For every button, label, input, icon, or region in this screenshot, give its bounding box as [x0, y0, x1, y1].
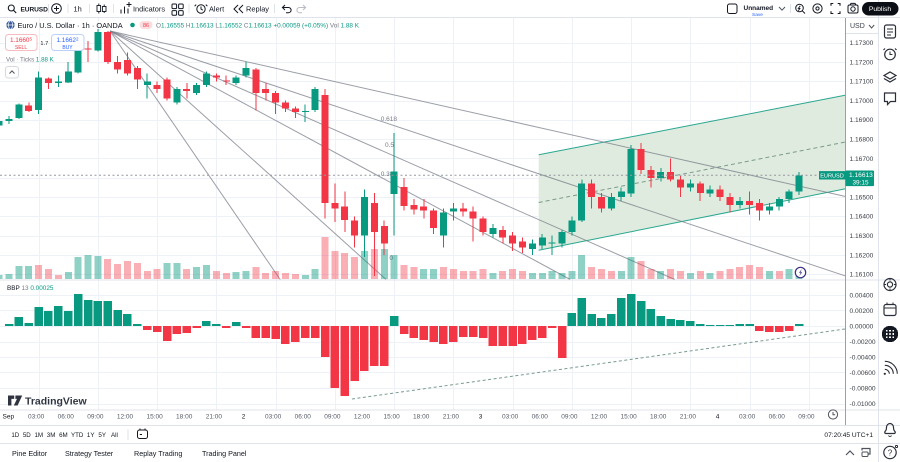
- svg-text:06:00: 06:00: [769, 414, 786, 421]
- svg-text:Publish: Publish: [869, 6, 892, 13]
- svg-text:06:00: 06:00: [58, 414, 75, 421]
- svg-text:1.16400: 1.16400: [850, 214, 874, 221]
- svg-text:0.00200: 0.00200: [850, 308, 874, 315]
- svg-text:1.16300: 1.16300: [850, 233, 874, 240]
- svg-text:1.16605: 1.16605: [10, 37, 33, 45]
- svg-text:1.16100: 1.16100: [850, 272, 874, 279]
- svg-text:1.17200: 1.17200: [850, 59, 874, 66]
- svg-text:18:00: 18:00: [413, 414, 430, 421]
- svg-text:3: 3: [479, 414, 483, 421]
- svg-text:09:00: 09:00: [324, 414, 341, 421]
- svg-text:12:00: 12:00: [117, 414, 134, 421]
- svg-text:-0.00800: -0.00800: [850, 385, 876, 392]
- svg-text:BUY: BUY: [62, 45, 73, 51]
- svg-text:-0.00400: -0.00400: [850, 354, 876, 361]
- svg-text:SELL: SELL: [15, 45, 27, 51]
- svg-text:Replay: Replay: [246, 4, 269, 13]
- svg-text:1.7: 1.7: [40, 41, 48, 47]
- svg-text:1.17100: 1.17100: [850, 79, 874, 86]
- svg-text:1.16800: 1.16800: [850, 137, 874, 144]
- svg-text:12:00: 12:00: [354, 414, 371, 421]
- svg-text:Unnamed: Unnamed: [744, 5, 774, 12]
- svg-text:09:00: 09:00: [561, 414, 578, 421]
- svg-text:O1.16555 H1.16613 L1.16552: O1.16555 H1.16613 L1.16552 C1.16613 +0.0…: [156, 23, 360, 30]
- svg-text:03:00: 03:00: [265, 414, 282, 421]
- svg-text:21:00: 21:00: [680, 414, 697, 421]
- svg-text:06:00: 06:00: [295, 414, 312, 421]
- svg-text:Euro / U.S. Dollar · 1h · OAND: Euro / U.S. Dollar · 1h · OANDA: [18, 21, 123, 30]
- svg-text:All: All: [111, 432, 118, 439]
- svg-text:Vol · Ticks 1.88 K: Vol · Ticks 1.88 K: [6, 57, 55, 64]
- svg-text:1.16900: 1.16900: [850, 117, 874, 124]
- svg-text:1.17000: 1.17000: [850, 98, 874, 105]
- svg-text:03:00: 03:00: [28, 414, 45, 421]
- svg-text:1.16700: 1.16700: [850, 156, 874, 163]
- svg-text:-0.01000: -0.01000: [850, 401, 876, 408]
- svg-text:39:15: 39:15: [853, 180, 869, 187]
- svg-text:-0.00600: -0.00600: [850, 370, 876, 377]
- svg-text:1.16613: 1.16613: [849, 172, 873, 179]
- svg-text:1.17300: 1.17300: [850, 40, 874, 47]
- svg-text:0.00000: 0.00000: [850, 323, 874, 330]
- svg-text:0.5: 0.5: [385, 142, 394, 149]
- svg-text:Replay Trading: Replay Trading: [134, 449, 182, 458]
- svg-text:15:00: 15:00: [620, 414, 637, 421]
- svg-text:0.382: 0.382: [381, 171, 398, 178]
- svg-text:21:00: 21:00: [206, 414, 223, 421]
- svg-text:Sep: Sep: [3, 414, 15, 421]
- svg-text:4: 4: [716, 414, 720, 421]
- svg-text:15:00: 15:00: [146, 414, 163, 421]
- svg-text:6M: 6M: [59, 432, 68, 439]
- svg-text:03:00: 03:00: [739, 414, 756, 421]
- svg-text:Strategy Tester: Strategy Tester: [65, 449, 114, 458]
- svg-text:Alert: Alert: [209, 4, 224, 13]
- svg-text:1.16500: 1.16500: [850, 194, 874, 201]
- svg-text:Trading Panel: Trading Panel: [202, 449, 247, 458]
- svg-text:TradingView: TradingView: [25, 396, 87, 408]
- svg-text:BBP 13 0.00025: BBP 13 0.00025: [7, 285, 54, 292]
- svg-text:5Y: 5Y: [98, 432, 106, 439]
- svg-text:5D: 5D: [23, 432, 31, 439]
- svg-text:1h: 1h: [74, 4, 82, 13]
- svg-text:Pine Editor: Pine Editor: [12, 449, 48, 458]
- svg-text:1D: 1D: [11, 432, 19, 439]
- svg-text:0.00400: 0.00400: [850, 292, 874, 299]
- svg-text:Save: Save: [752, 12, 763, 18]
- svg-text:21:00: 21:00: [443, 414, 460, 421]
- svg-text:Indicators: Indicators: [133, 4, 165, 13]
- svg-text:86: 86: [143, 23, 149, 29]
- svg-text:YTD: YTD: [71, 432, 84, 439]
- svg-text:07:20:45 UTC+1: 07:20:45 UTC+1: [824, 432, 873, 439]
- svg-text:15:00: 15:00: [383, 414, 400, 421]
- svg-text:18:00: 18:00: [176, 414, 193, 421]
- svg-text:1M: 1M: [34, 432, 43, 439]
- svg-text:?: ?: [888, 449, 893, 458]
- svg-text:1Y: 1Y: [87, 432, 95, 439]
- svg-text:USD: USD: [850, 23, 865, 30]
- svg-text:06:00: 06:00: [532, 414, 549, 421]
- svg-text:0: 0: [389, 255, 393, 262]
- svg-text:03:00: 03:00: [502, 414, 519, 421]
- svg-text:09:00: 09:00: [798, 414, 815, 421]
- svg-text:2: 2: [242, 414, 246, 421]
- svg-text:1.16200: 1.16200: [850, 252, 874, 259]
- svg-text:EURUSD: EURUSD: [21, 6, 49, 13]
- svg-text:12:00: 12:00: [591, 414, 608, 421]
- svg-text:1.16622: 1.16622: [56, 37, 79, 45]
- svg-text:18:00: 18:00: [650, 414, 667, 421]
- svg-text:0.618: 0.618: [381, 116, 398, 123]
- svg-text:EURUSD: EURUSD: [820, 174, 844, 180]
- svg-text:3M: 3M: [47, 432, 56, 439]
- svg-text:09:00: 09:00: [87, 414, 104, 421]
- svg-text:-0.00200: -0.00200: [850, 339, 876, 346]
